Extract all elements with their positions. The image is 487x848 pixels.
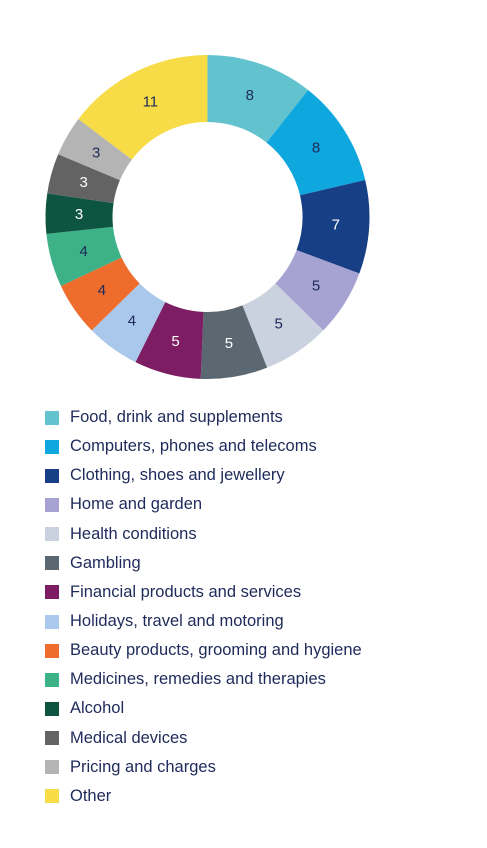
legend-swatch bbox=[45, 789, 59, 804]
donut-segment bbox=[296, 180, 370, 274]
legend-item: Alcohol bbox=[45, 694, 362, 723]
donut-segment bbox=[45, 193, 114, 234]
legend-swatch bbox=[45, 731, 59, 746]
legend-swatch bbox=[45, 614, 59, 629]
donut-segment bbox=[46, 226, 122, 286]
legend-item: Health conditions bbox=[45, 520, 362, 549]
donut-segment bbox=[200, 305, 268, 379]
legend-label: Other bbox=[70, 786, 112, 805]
segment-value-label: 8 bbox=[246, 87, 254, 104]
donut-segment bbox=[275, 250, 360, 331]
legend-swatch bbox=[45, 497, 59, 512]
legend-swatch bbox=[45, 585, 59, 600]
donut-segment bbox=[135, 302, 204, 379]
legend-swatch bbox=[45, 643, 59, 658]
segment-value-label: 8 bbox=[312, 140, 320, 157]
segment-value-label: 5 bbox=[274, 316, 282, 333]
donut-segment bbox=[242, 283, 324, 368]
legend-label: Medicines, remedies and therapies bbox=[70, 670, 326, 689]
legend-label: Pricing and charges bbox=[70, 757, 216, 776]
legend-label: Home and garden bbox=[70, 495, 203, 514]
legend-swatch bbox=[45, 760, 59, 775]
legend-item: Medicines, remedies and therapies bbox=[45, 665, 362, 694]
donut-segment bbox=[266, 90, 366, 196]
segment-value-label: 5 bbox=[171, 333, 179, 350]
legend-label: Clothing, shoes and jewellery bbox=[70, 466, 285, 485]
legend-item: Computers, phones and telecoms bbox=[45, 432, 362, 461]
legend-item: Other bbox=[45, 782, 362, 811]
segment-value-label: 11 bbox=[143, 93, 159, 110]
legend-swatch bbox=[45, 410, 59, 425]
donut-segment bbox=[207, 55, 309, 143]
donut-segment bbox=[60, 257, 140, 331]
segment-value-label: 3 bbox=[75, 206, 83, 223]
segment-value-label: 4 bbox=[128, 312, 136, 329]
legend-swatch bbox=[45, 439, 59, 454]
legend-label: Beauty products, grooming and hygiene bbox=[70, 641, 362, 660]
segment-value-label: 3 bbox=[80, 174, 88, 191]
legend-item: Food, drink and supplements bbox=[45, 403, 362, 432]
legend-item: Beauty products, grooming and hygiene bbox=[45, 636, 362, 665]
donut-segment bbox=[91, 283, 166, 363]
legend-label: Financial products and services bbox=[70, 582, 302, 601]
legend-swatch bbox=[45, 468, 59, 483]
legend-label: Alcohol bbox=[70, 699, 125, 718]
legend-item: Holidays, travel and motoring bbox=[45, 607, 362, 636]
legend-label: Gambling bbox=[70, 553, 141, 572]
segment-value-label: 4 bbox=[80, 243, 88, 260]
legend-item: Gambling bbox=[45, 549, 362, 578]
segment-value-label: 5 bbox=[225, 335, 233, 352]
legend-swatch bbox=[45, 527, 59, 542]
legend-label: Health conditions bbox=[70, 524, 197, 543]
donut-segment bbox=[58, 119, 132, 181]
legend-swatch bbox=[45, 672, 59, 687]
legend-swatch bbox=[45, 556, 59, 571]
segment-value-label: 3 bbox=[92, 144, 100, 161]
donut-segment bbox=[78, 55, 208, 160]
segment-value-label: 5 bbox=[312, 277, 320, 294]
legend-item: Financial products and services bbox=[45, 578, 362, 607]
legend-label: Medical devices bbox=[70, 728, 188, 747]
legend-item: Clothing, shoes and jewellery bbox=[45, 461, 362, 490]
donut-segment bbox=[47, 154, 120, 204]
segment-value-label: 7 bbox=[332, 217, 340, 234]
segment-value-label: 4 bbox=[98, 282, 106, 299]
legend-item: Home and garden bbox=[45, 490, 362, 519]
legend-label: Computers, phones and telecoms bbox=[70, 437, 317, 456]
legend-item: Medical devices bbox=[45, 724, 362, 753]
legend-item: Pricing and charges bbox=[45, 753, 362, 782]
chart-legend: Food, drink and supplements Computers, ph… bbox=[45, 403, 362, 811]
legend-swatch bbox=[45, 701, 59, 716]
legend-label: Holidays, travel and motoring bbox=[70, 612, 284, 631]
legend-label: Food, drink and supplements bbox=[70, 408, 283, 427]
